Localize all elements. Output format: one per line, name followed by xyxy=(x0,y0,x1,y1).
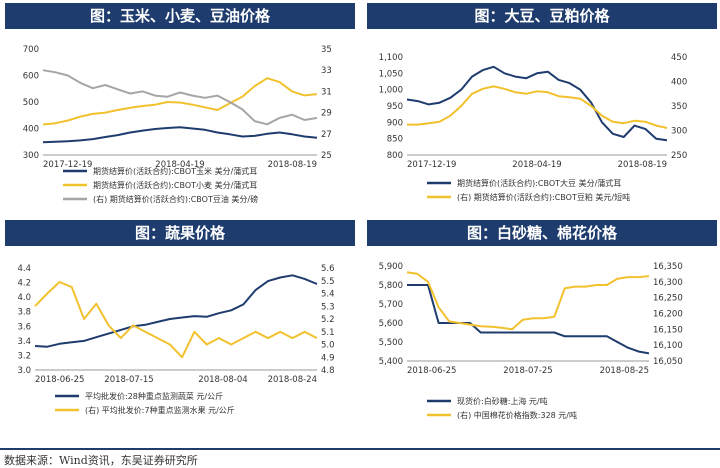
chart-sugar-cotton: 5,400 5,500 5,600 5,700 5,800 5,900 16,050 16,1… xyxy=(379,262,683,420)
y-right-tick-label: 31 xyxy=(321,87,332,97)
panel-title: 图：蔬果价格 xyxy=(5,220,355,246)
y-right-tick-label: 5.5 xyxy=(321,277,335,287)
y-right-tick-label: 4.8 xyxy=(321,366,335,376)
y-right-tick-label: 16,150 xyxy=(653,325,683,335)
series-line xyxy=(34,281,318,359)
legend-label: 期货结算价(活跃合约):CBOT小麦 美分/蒲式耳 xyxy=(93,180,257,190)
series-line xyxy=(42,77,318,126)
y-right-tick-label: 29 xyxy=(321,109,332,119)
chart-grain-oil: 300 400 500 600 700 25 27 29 31 33 35 2017-12-19 201… xyxy=(23,45,332,204)
x-tick-label: 2018-08-19 xyxy=(618,160,667,170)
y-left-tick-label: 900 xyxy=(387,118,403,128)
y-left-tick-label: 1,000 xyxy=(379,86,403,96)
series-line xyxy=(42,69,318,126)
legend-label: (右) 中国棉花价格指数:328 元/吨 xyxy=(457,410,577,420)
y-right-tick-label: 35 xyxy=(321,45,332,55)
legend-label: (右) 期货结算价(活跃合约):CBOT豆粕 美元/短吨 xyxy=(457,192,630,202)
y-right-tick-label: 300 xyxy=(671,127,687,137)
x-tick-label: 2018-08-19 xyxy=(268,160,317,170)
y-left-tick-label: 850 xyxy=(387,135,403,145)
chart-soy: 800 850 900 950 1,000 1,050 1,100 250 300 350 400 4… xyxy=(379,53,688,202)
panel-title: 图：玉米、小麦、豆油价格 xyxy=(5,3,355,29)
y-left-tick-label: 3.8 xyxy=(17,308,31,318)
y-right-tick-label: 16,350 xyxy=(653,262,683,272)
y-right-tick-label: 16,250 xyxy=(653,294,683,304)
panel-soy: 图：大豆、豆粕价格 800 850 900 950 1,000 1,050 1,100 250… xyxy=(367,3,717,223)
legend-label: 期货结算价(活跃合约):CBOT玉米 美分/蒲式耳 xyxy=(93,166,257,176)
y-left-tick-label: 800 xyxy=(387,151,403,161)
y-left-tick-label: 4.2 xyxy=(17,279,31,289)
series-line xyxy=(42,126,318,144)
y-left-tick-label: 5,700 xyxy=(379,300,403,310)
y-left-tick-label: 5,800 xyxy=(379,281,403,291)
y-right-tick-label: 250 xyxy=(671,151,687,161)
y-right-tick-label: 16,200 xyxy=(653,310,683,320)
y-left-tick-label: 5,400 xyxy=(379,357,403,367)
series-line xyxy=(406,271,650,331)
x-tick-label: 2018-08-04 xyxy=(198,375,247,385)
x-tick-label: 2018-08-24 xyxy=(268,375,317,385)
y-left-tick-label: 500 xyxy=(23,98,39,108)
y-right-tick-label: 27 xyxy=(321,130,332,140)
x-tick-label: 2018-08-25 xyxy=(600,366,649,376)
legend-label: 期货结算价(活跃合约):CBOT大豆 美分/蒲式耳 xyxy=(457,178,621,188)
panel-grain-oil: 图：玉米、小麦、豆油价格 300 400 500 600 700 25 27 29 31 33 35… xyxy=(5,3,355,223)
legend-label: (右) 期货结算价(活跃合约):CBOT豆油 美分/磅 xyxy=(93,194,258,204)
y-right-tick-label: 16,300 xyxy=(653,278,683,288)
x-tick-label: 2018-06-25 xyxy=(35,375,84,385)
panel-title: 图：大豆、豆粕价格 xyxy=(367,3,717,29)
chart-vegetable-fruit: 3.0 3.2 3.4 3.6 3.8 4.0 4.2 4.4 4.8 4.9 5.0 5.1 5.2 5… xyxy=(17,264,335,415)
y-right-tick-label: 16,050 xyxy=(653,357,683,367)
series-line xyxy=(407,284,650,355)
y-left-tick-label: 700 xyxy=(23,45,39,55)
y-left-tick-label: 1,100 xyxy=(379,53,403,63)
x-tick-label: 2018-07-15 xyxy=(104,375,153,385)
source-note: 数据来源：Wind资讯，东吴证券研究所 xyxy=(4,454,198,467)
legend-label: (右) 平均批发价:7种重点监测水果 元/公斤 xyxy=(85,405,235,415)
y-left-tick-label: 300 xyxy=(23,151,39,161)
y-right-tick-label: 4.9 xyxy=(321,353,335,363)
y-right-tick-label: 5.0 xyxy=(321,341,335,351)
x-tick-label: 2018-04-19 xyxy=(512,160,561,170)
y-left-tick-label: 5,900 xyxy=(379,262,403,272)
y-right-tick-label: 5.6 xyxy=(321,264,335,274)
y-left-tick-label: 5,500 xyxy=(379,338,403,348)
y-right-tick-label: 33 xyxy=(321,66,332,76)
legend-label: 平均批发价:28种重点监测蔬菜 元/公斤 xyxy=(85,391,223,401)
y-right-tick-label: 450 xyxy=(671,53,687,63)
y-right-tick-label: 16,100 xyxy=(653,341,683,351)
x-tick-label: 2018-06-25 xyxy=(407,366,456,376)
series-line xyxy=(407,85,668,129)
y-right-tick-label: 350 xyxy=(671,102,687,112)
y-left-tick-label: 5,600 xyxy=(379,319,403,329)
y-right-tick-label: 5.4 xyxy=(321,290,335,300)
x-tick-label: 2017-12-19 xyxy=(407,160,456,170)
y-left-tick-label: 600 xyxy=(23,72,39,82)
footer-divider xyxy=(0,448,720,450)
series-line xyxy=(406,65,668,142)
y-right-tick-label: 5.3 xyxy=(321,302,335,312)
x-tick-label: 2017-12-19 xyxy=(43,160,92,170)
y-left-tick-label: 3.2 xyxy=(17,351,31,361)
panel-sugar-cotton: 图：白砂糖、棉花价格 5,400 5,500 5,600 5,700 5,800 5,90… xyxy=(367,220,717,440)
panel-title: 图：白砂糖、棉花价格 xyxy=(367,220,717,246)
legend-label: 现货价:白砂糖:上海 元/吨 xyxy=(457,396,548,406)
y-right-tick-label: 400 xyxy=(671,78,687,88)
y-left-tick-label: 4.4 xyxy=(17,264,31,274)
y-left-tick-label: 3.6 xyxy=(17,322,31,332)
y-left-tick-label: 400 xyxy=(23,125,39,135)
panel-vegetable-fruit: 图：蔬果价格 3.0 3.2 3.4 3.6 3.8 4.0 4.2 4.4 4.8 4.9 5.0… xyxy=(5,220,355,440)
y-left-tick-label: 1,050 xyxy=(379,69,403,79)
series-line xyxy=(34,274,318,348)
x-tick-label: 2018-04-19 xyxy=(155,160,204,170)
y-left-tick-label: 3.4 xyxy=(17,337,31,347)
y-left-tick-label: 4.0 xyxy=(17,293,31,303)
y-left-tick-label: 3.0 xyxy=(17,366,31,376)
y-right-tick-label: 5.2 xyxy=(321,315,335,325)
x-tick-label: 2018-07-25 xyxy=(503,366,552,376)
y-left-tick-label: 950 xyxy=(387,102,403,112)
y-right-tick-label: 25 xyxy=(321,151,332,161)
y-right-tick-label: 5.1 xyxy=(321,328,335,338)
